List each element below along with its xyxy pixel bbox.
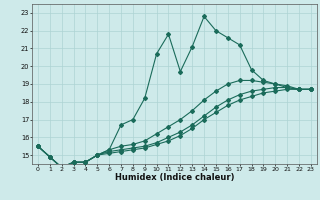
X-axis label: Humidex (Indice chaleur): Humidex (Indice chaleur) [115,173,234,182]
